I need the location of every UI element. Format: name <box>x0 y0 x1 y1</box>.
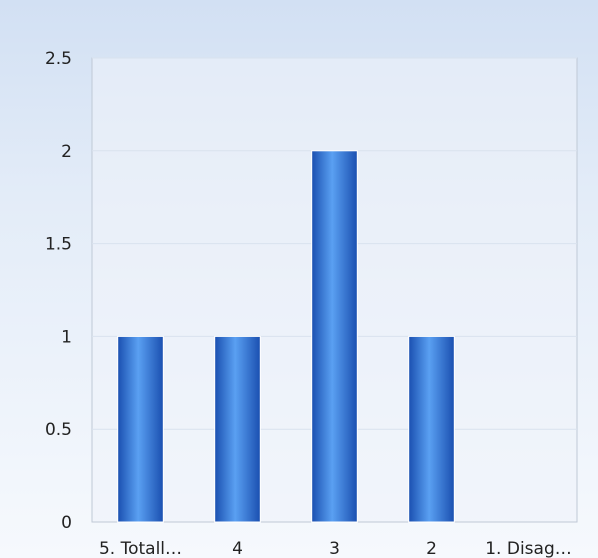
y-tick-label: 2.5 <box>45 49 72 69</box>
y-tick-label: 1.5 <box>45 235 72 255</box>
x-tick-label: 5. Totall… <box>99 539 182 558</box>
bar <box>408 335 455 523</box>
bar <box>214 335 261 523</box>
x-tick-label: 1. Disag… <box>485 539 572 558</box>
y-axis-ticks: 0 0.5 1 1.5 2 2.5 <box>45 49 72 533</box>
x-tick-label: 3 <box>329 539 340 558</box>
y-tick-label: 0.5 <box>45 420 72 440</box>
x-tick-label: 4 <box>232 539 243 558</box>
bar <box>117 335 164 523</box>
bars <box>117 150 455 523</box>
y-tick-label: 0 <box>61 513 72 533</box>
y-tick-label: 1 <box>61 327 72 347</box>
bar <box>311 150 358 523</box>
y-tick-label: 2 <box>61 142 72 162</box>
x-tick-label: 2 <box>426 539 437 558</box>
x-axis-ticks: 5. Totall… 4 3 2 1. Disag… <box>99 539 572 558</box>
